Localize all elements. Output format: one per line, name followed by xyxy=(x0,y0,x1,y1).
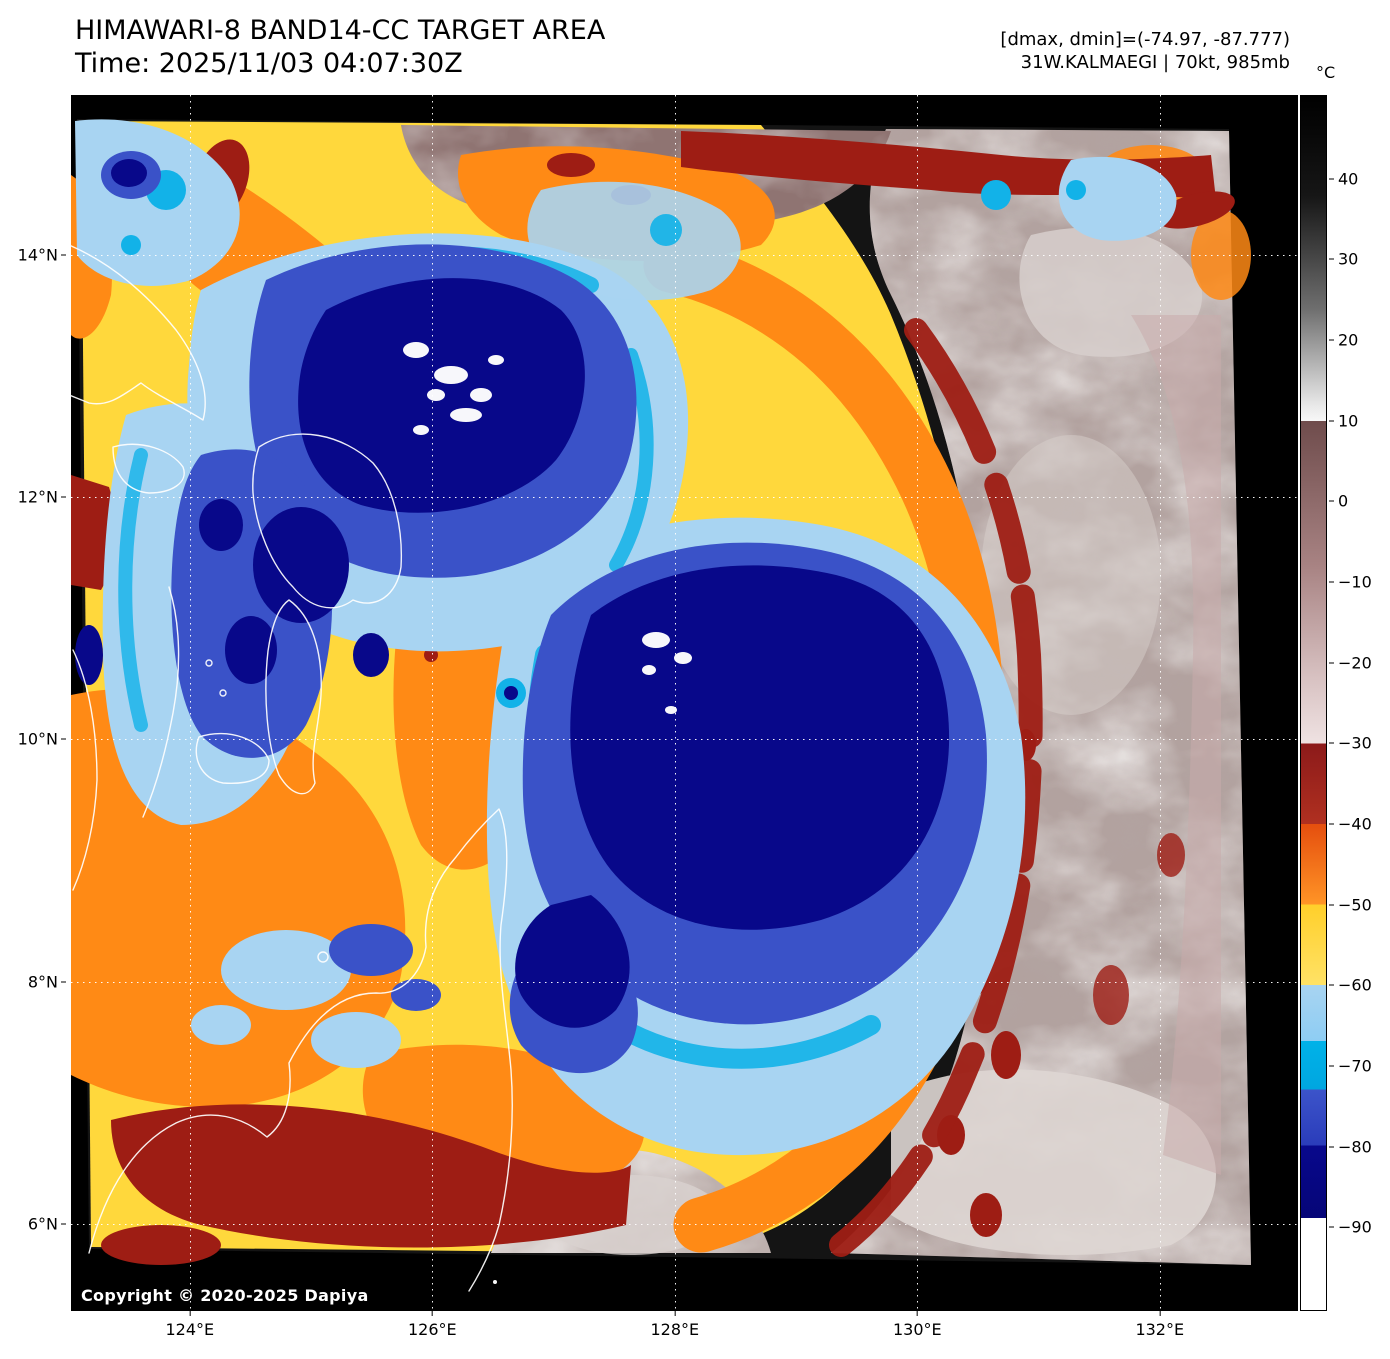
header: HIMAWARI-8 BAND14-CC TARGET AREA Time: 2… xyxy=(75,14,605,80)
info-block: [dmax, dmin]=(-74.97, -87.777) 31W.KALMA… xyxy=(1000,28,1290,74)
timestamp-label: Time: 2025/11/03 04:07:30Z xyxy=(75,48,463,79)
y-tick-label: 8°N xyxy=(28,972,66,991)
colorbar-tick-label: −70 xyxy=(1329,1056,1372,1075)
colorbar-tick-label: −20 xyxy=(1329,653,1372,672)
cloud-field xyxy=(71,119,1251,1284)
coldest-tops xyxy=(403,342,692,1284)
dmax-dmin-label: [dmax, dmin]=(-74.97, -87.777) xyxy=(1000,29,1290,50)
y-tick-label: 14°N xyxy=(18,245,66,264)
mesovortex xyxy=(496,678,526,708)
x-tick-label: 124°E xyxy=(165,1311,214,1339)
colorbar-ticks: 40 30 20 10 0 −10 −20 −30 −40 −50 −60 −70 −80 −90 xyxy=(1329,95,1389,1311)
colorbar-tick-label: −40 xyxy=(1329,814,1372,833)
colorbar-tick-label: 30 xyxy=(1329,250,1358,269)
cold-cloud-cores xyxy=(75,159,950,1028)
colorbar-tick-label: 10 xyxy=(1329,411,1358,430)
colorbar-tick-label: 20 xyxy=(1329,331,1358,350)
colorbar-tick-label: 40 xyxy=(1329,169,1358,188)
y-axis: 14°N 12°N 10°N 8°N 6°N xyxy=(0,95,66,1311)
colorbar-tick-label: 0 xyxy=(1329,492,1348,511)
page-title: HIMAWARI-8 BAND14-CC TARGET AREA xyxy=(75,15,606,46)
x-tick-label: 130°E xyxy=(893,1311,942,1339)
colorbar-tick-label: −60 xyxy=(1329,976,1372,995)
y-tick-label: 12°N xyxy=(18,488,66,507)
y-tick-label: 6°N xyxy=(28,1214,66,1233)
plot-area: Copyright © 2020-2025 Dapiya xyxy=(71,95,1298,1311)
x-tick-label: 128°E xyxy=(650,1311,699,1339)
coastlines xyxy=(71,245,513,1292)
satellite-image xyxy=(71,119,1251,1292)
colorbar-tick-label: −90 xyxy=(1329,1218,1372,1237)
storm-info-label: 31W.KALMAEGI | 70kt, 985mb xyxy=(1020,52,1290,73)
copyright-label: Copyright © 2020-2025 Dapiya xyxy=(81,1286,369,1305)
colorbar-tick-label: −50 xyxy=(1329,895,1372,914)
x-tick-label: 126°E xyxy=(408,1311,457,1339)
colorbar-tick-label: −30 xyxy=(1329,734,1372,753)
colorbar: °C 40 30 20 10 0 −10 −20 −30 −40 −50 −60 −70 −80 −90 xyxy=(1300,63,1372,1311)
colorbar-tick-label: −80 xyxy=(1329,1137,1372,1156)
x-tick-label: 132°E xyxy=(1135,1311,1184,1339)
colorbar-gradient xyxy=(1300,95,1327,1311)
x-axis: 124°E 126°E 128°E 130°E 132°E xyxy=(71,1311,1298,1357)
colorbar-unit-label: °C xyxy=(1316,63,1336,82)
y-tick-label: 10°N xyxy=(18,730,66,749)
colorbar-tick-label: −10 xyxy=(1329,573,1372,592)
